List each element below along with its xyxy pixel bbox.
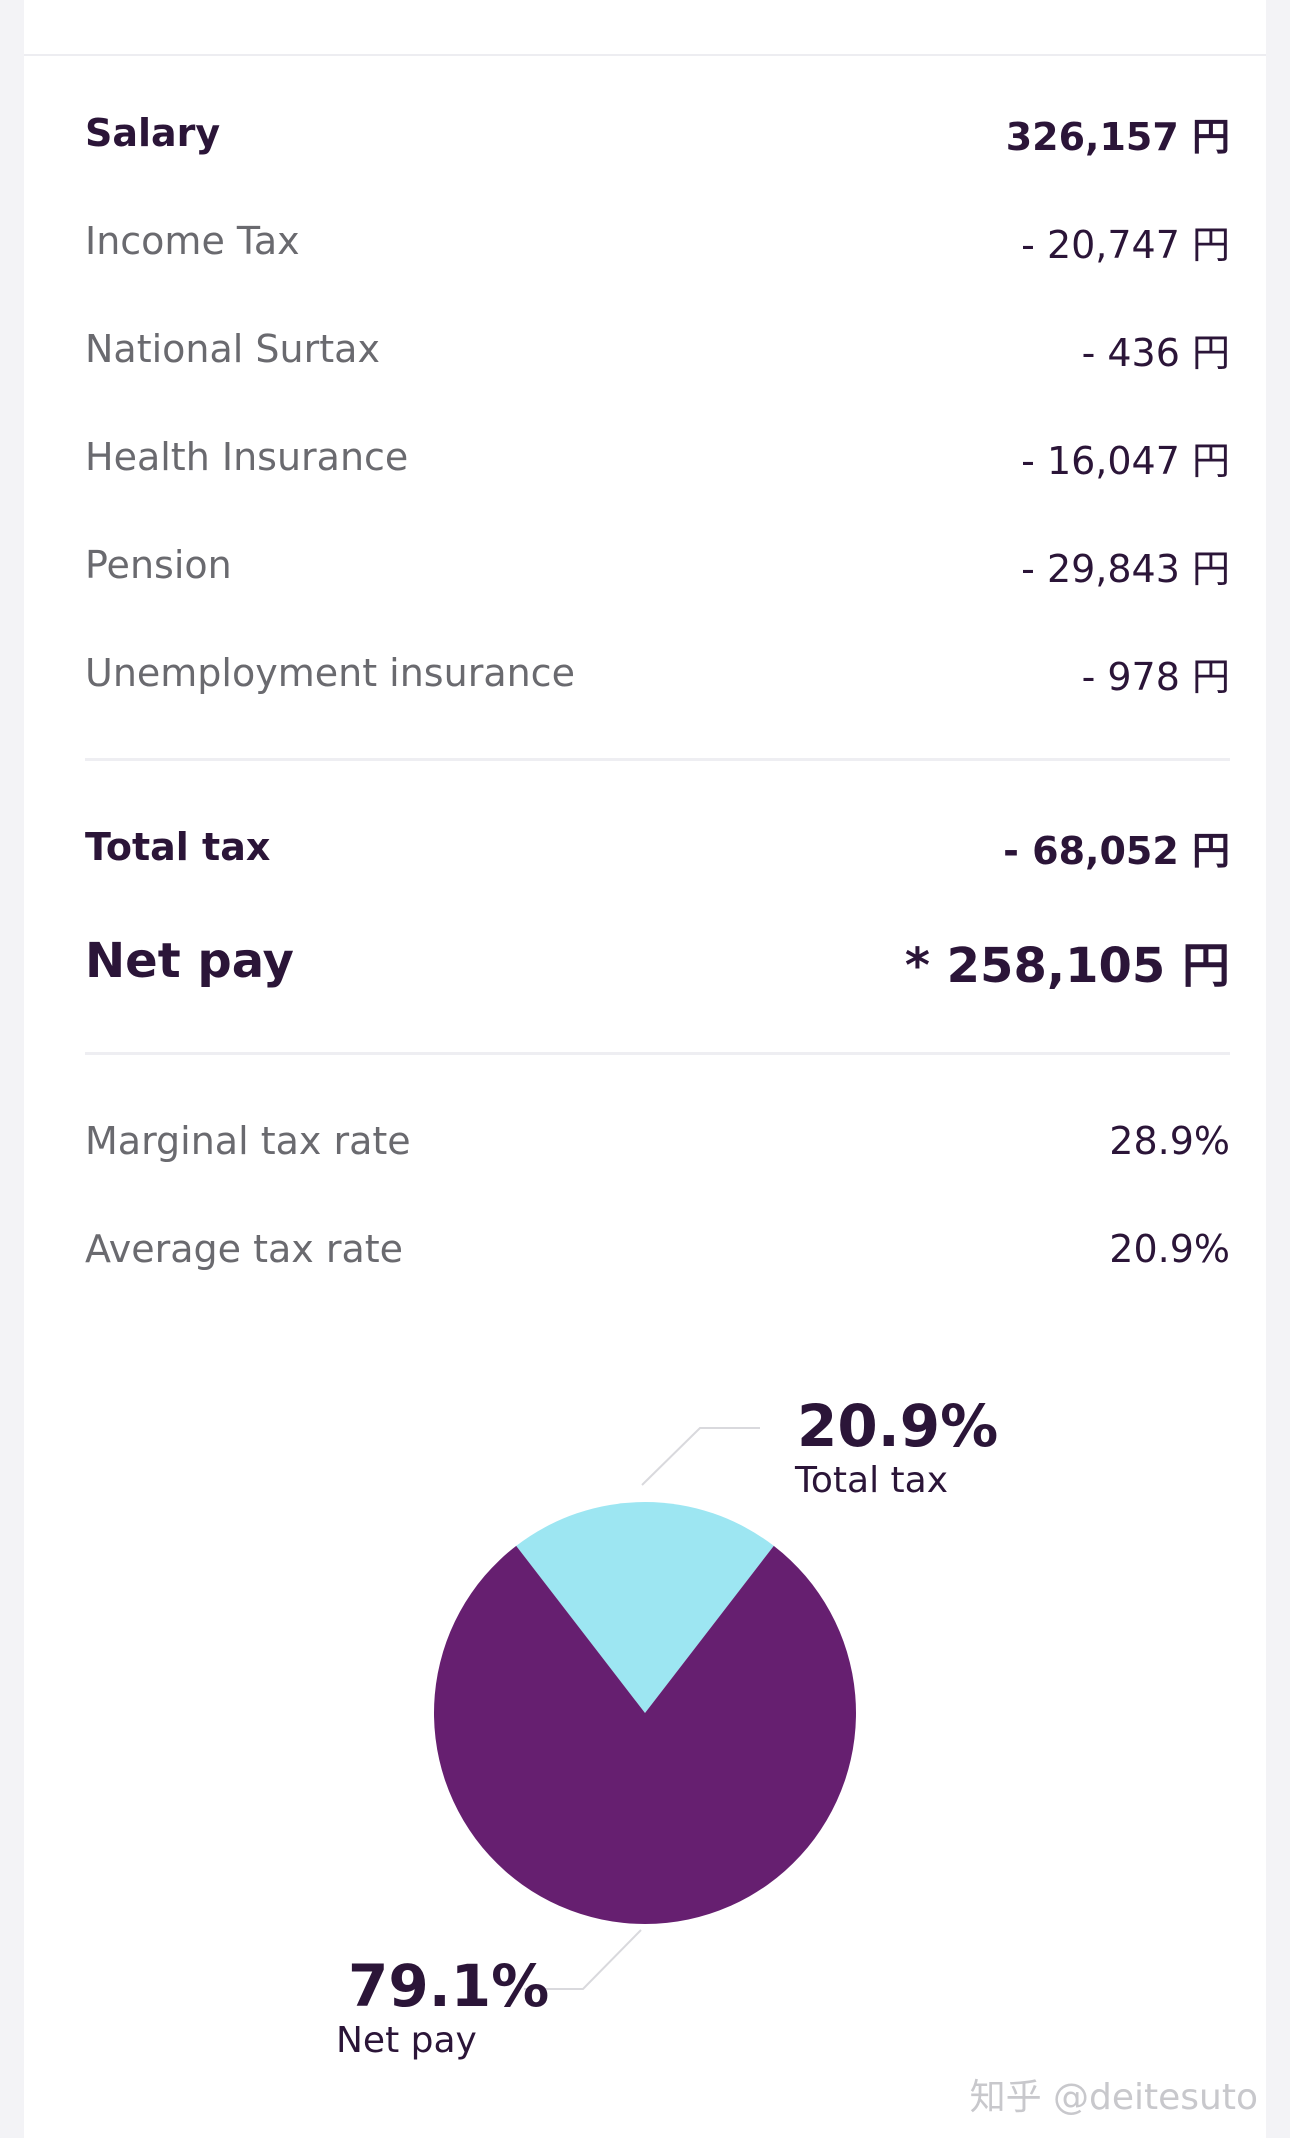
row-label: Health Insurance bbox=[85, 435, 409, 479]
average-rate-label: Average tax rate bbox=[85, 1227, 404, 1271]
total-tax-name-label: Total tax bbox=[794, 1460, 948, 1501]
row-value: - 20,747 円 bbox=[1021, 222, 1230, 267]
net-pay-name-label: Net pay bbox=[336, 2020, 477, 2061]
row-value: - 978 円 bbox=[1081, 654, 1230, 699]
row-unemployment-insurance: Unemployment insurance - 978 円 bbox=[85, 643, 1230, 703]
row-average-tax-rate: Average tax rate 20.9% bbox=[85, 1219, 1230, 1279]
net-pay-percent-label: 79.1% bbox=[348, 1952, 549, 2020]
row-label: Pension bbox=[85, 543, 232, 587]
row-marginal-tax-rate: Marginal tax rate 28.9% bbox=[85, 1111, 1230, 1171]
row-label: Unemployment insurance bbox=[85, 651, 575, 695]
row-label: Income Tax bbox=[85, 219, 300, 263]
row-label: National Surtax bbox=[85, 327, 380, 371]
watermark: 知乎 @deitesuto bbox=[969, 2077, 1258, 2118]
leader-line-total-tax bbox=[641, 1427, 760, 1486]
row-net-pay: Net pay * 258,105 円 bbox=[85, 926, 1230, 996]
row-income-tax: Income Tax - 20,747 円 bbox=[85, 211, 1230, 271]
row-value: - 29,843 円 bbox=[1021, 546, 1230, 591]
total-tax-value: - 68,052 円 bbox=[1003, 828, 1230, 873]
row-pension: Pension - 29,843 円 bbox=[85, 535, 1230, 595]
row-health-insurance: Health Insurance - 16,047 円 bbox=[85, 427, 1230, 487]
row-salary: Salary 326,157 円 bbox=[85, 103, 1230, 163]
net-pay-label: Net pay bbox=[85, 933, 294, 989]
row-label: Salary bbox=[85, 111, 221, 155]
row-value: - 436 円 bbox=[1081, 330, 1230, 375]
leader-line-net-pay bbox=[524, 1929, 642, 1990]
divider bbox=[85, 758, 1230, 761]
row-total-tax: Total tax - 68,052 円 bbox=[85, 817, 1230, 877]
average-rate-value: 20.9% bbox=[1109, 1227, 1230, 1271]
net-pay-value: * 258,105 円 bbox=[904, 938, 1230, 994]
pie-slice-net-pay bbox=[434, 1545, 856, 1924]
row-national-surtax: National Surtax - 436 円 bbox=[85, 319, 1230, 379]
total-tax-label: Total tax bbox=[85, 825, 271, 869]
marginal-rate-value: 28.9% bbox=[1109, 1119, 1230, 1163]
marginal-rate-label: Marginal tax rate bbox=[85, 1119, 411, 1163]
divider bbox=[85, 1052, 1230, 1055]
row-value: 326,157 円 bbox=[1005, 114, 1230, 159]
row-value: - 16,047 円 bbox=[1021, 438, 1230, 483]
total-tax-percent-label: 20.9% bbox=[797, 1392, 998, 1460]
pie-slice-total-tax bbox=[516, 1502, 774, 1713]
top-divider bbox=[24, 54, 1266, 56]
